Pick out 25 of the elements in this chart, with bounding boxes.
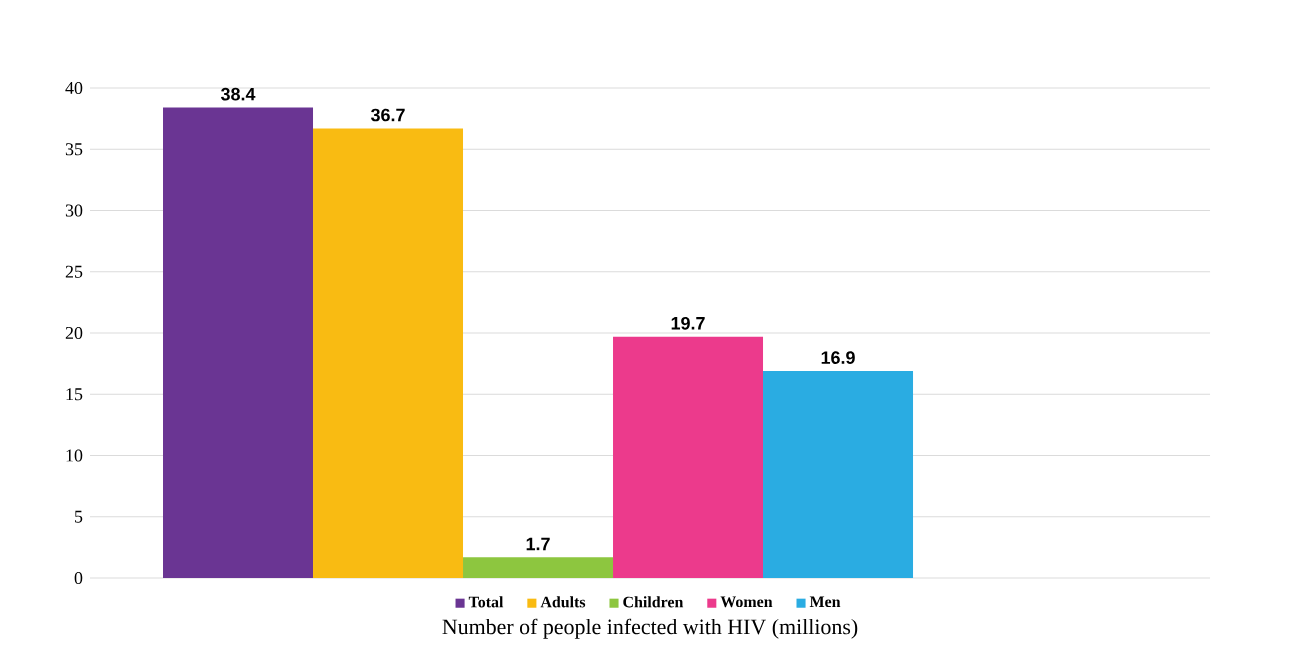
bar [313,128,464,578]
bar [163,107,314,578]
legend-label: Men [809,596,841,608]
y-tick-label: 15 [66,388,83,401]
data-label: 16.9 [821,351,855,364]
legend-label: Total [468,596,504,608]
legend-label: Children [623,596,684,608]
data-label: 36.7 [370,108,405,122]
y-tick-label: 5 [75,510,83,523]
y-tick-label: 30 [65,204,83,217]
bar [763,370,914,578]
y-tick-label: 35 [65,143,83,156]
data-label: 19.7 [671,316,705,330]
y-tick-label: 25 [65,265,83,278]
x-axis-title: Number of people infected with HIV (millions) [442,618,858,639]
data-label: 38.4 [220,87,256,101]
bar [463,557,614,578]
y-tick-label: 10 [66,449,83,462]
data-label: 1.7 [526,537,550,551]
y-tick-label: 20 [65,326,83,340]
legend-label: Women [720,596,773,608]
legend-label: Adults [540,596,586,608]
y-tick-label: 0 [74,571,83,585]
y-tick-label: 40 [65,81,83,95]
bar [613,336,764,578]
